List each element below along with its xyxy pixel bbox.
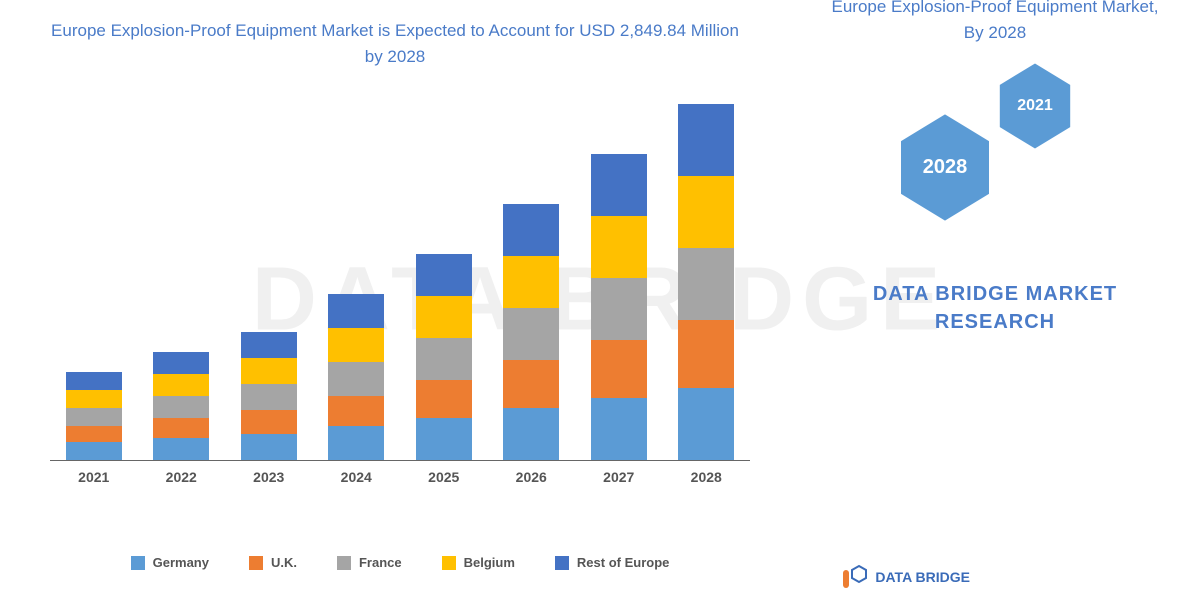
legend-item: France — [337, 555, 402, 570]
bar-segment — [503, 408, 559, 460]
bar-segment — [678, 176, 734, 248]
bar-segment — [416, 254, 472, 296]
legend-item: Belgium — [442, 555, 515, 570]
bar-segment — [153, 418, 209, 438]
bar-segment — [241, 358, 297, 384]
bar-segment — [66, 372, 122, 390]
bar-segment — [328, 426, 384, 460]
legend-item: U.K. — [249, 555, 297, 570]
bar-segment — [416, 296, 472, 338]
right-title: Europe Explosion-Proof Equipment Market,… — [790, 0, 1200, 45]
bar-segment — [153, 374, 209, 396]
bar-column — [153, 352, 209, 460]
bars-container — [50, 100, 750, 460]
bar-segment — [678, 104, 734, 176]
chart-panel: Europe Explosion-Proof Equipment Market … — [0, 0, 790, 600]
x-axis-label: 2023 — [241, 461, 297, 500]
legend-label: Rest of Europe — [577, 555, 669, 570]
bar-segment — [416, 380, 472, 418]
bar-segment — [503, 256, 559, 308]
legend-item: Rest of Europe — [555, 555, 669, 570]
legend-label: France — [359, 555, 402, 570]
x-axis-label: 2022 — [153, 461, 209, 500]
bar-segment — [328, 294, 384, 328]
bar-segment — [66, 426, 122, 442]
legend: Germany U.K. France Belgium Rest of Europe — [50, 555, 750, 570]
bar-segment — [153, 352, 209, 374]
hex-big-label: 2028 — [923, 156, 968, 179]
x-axis-label: 2027 — [591, 461, 647, 500]
bar-segment — [153, 396, 209, 418]
hex-2021: 2021 — [995, 60, 1075, 152]
bar-segment — [503, 308, 559, 360]
bar-segment — [328, 328, 384, 362]
bar-segment — [66, 442, 122, 460]
bar-column — [678, 104, 734, 460]
bar-segment — [678, 388, 734, 460]
bar-column — [503, 204, 559, 460]
bar-segment — [591, 216, 647, 278]
brand-line1: DATA BRIDGE MARKET — [790, 280, 1200, 308]
x-axis-label: 2026 — [503, 461, 559, 500]
hex-2028: 2028 — [895, 110, 995, 225]
hex-group: 2028 2021 — [885, 60, 1105, 240]
legend-swatch — [337, 556, 351, 570]
x-axis-label: 2028 — [678, 461, 734, 500]
x-axis-label: 2021 — [66, 461, 122, 500]
x-axis-label: 2025 — [416, 461, 472, 500]
bar-segment — [66, 408, 122, 426]
bar-column — [328, 294, 384, 460]
chart-title: Europe Explosion-Proof Equipment Market … — [0, 0, 790, 69]
x-axis: 2021 2022 2023 2024 2025 2026 2027 2028 — [50, 460, 750, 500]
brand-text: DATA BRIDGE MARKET RESEARCH — [790, 280, 1200, 336]
bar-segment — [416, 338, 472, 380]
bar-segment — [591, 154, 647, 216]
bar-column — [416, 254, 472, 460]
bar-segment — [503, 360, 559, 408]
legend-label: Germany — [153, 555, 209, 570]
bar-column — [591, 154, 647, 460]
legend-label: U.K. — [271, 555, 297, 570]
bar-segment — [328, 396, 384, 426]
brand-line2: RESEARCH — [790, 308, 1200, 336]
legend-swatch — [442, 556, 456, 570]
bar-segment — [328, 362, 384, 396]
legend-swatch — [131, 556, 145, 570]
bar-segment — [678, 248, 734, 320]
bar-segment — [153, 438, 209, 460]
bar-segment — [241, 332, 297, 358]
bar-segment — [416, 418, 472, 460]
hex-small-label: 2021 — [1017, 97, 1053, 115]
legend-swatch — [555, 556, 569, 570]
bar-segment — [591, 340, 647, 398]
bar-segment — [241, 384, 297, 410]
bar-segment — [66, 390, 122, 408]
legend-swatch — [249, 556, 263, 570]
bar-segment — [241, 410, 297, 434]
legend-item: Germany — [131, 555, 209, 570]
bar-column — [241, 332, 297, 460]
bar-segment — [503, 204, 559, 256]
x-axis-label: 2024 — [328, 461, 384, 500]
bar-segment — [678, 320, 734, 388]
bar-column — [66, 372, 122, 460]
bar-segment — [591, 398, 647, 460]
chart-area: 2021 2022 2023 2024 2025 2026 2027 2028 — [50, 100, 750, 500]
bar-segment — [241, 434, 297, 460]
bar-segment — [591, 278, 647, 340]
legend-label: Belgium — [464, 555, 515, 570]
right-panel: Europe Explosion-Proof Equipment Market,… — [790, 0, 1200, 600]
